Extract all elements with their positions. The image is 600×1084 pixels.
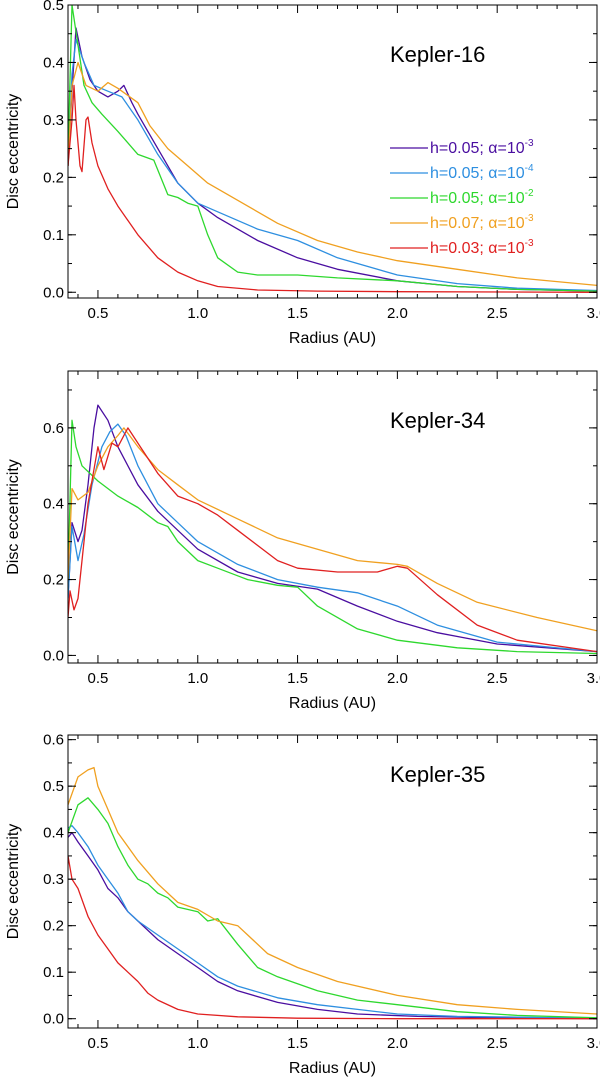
legend-text: h=0.03; α=10 xyxy=(430,240,525,257)
series-lines xyxy=(68,404,597,655)
y-tick-label: 0.4 xyxy=(43,496,64,513)
series-line-h005_a1e-2 xyxy=(68,419,597,655)
chart-panel-1: 0.5 1.0 1.5 2.0 2.5 3.0 0.0 0.1 0.2 0.3 0.4 0.5 Radi… xyxy=(5,0,600,347)
y-axis-label: Disc eccentricity xyxy=(5,824,22,940)
x-tick-label: 2.0 xyxy=(387,305,408,322)
y-tick-label: 0.5 xyxy=(43,778,64,795)
y-tick-label: 0.2 xyxy=(43,918,64,935)
y-tick-label: 0.1 xyxy=(43,964,64,981)
legend-label-h005_a1e-4: h=0.05; α=10-4 xyxy=(430,163,534,182)
legend-label-h005_a1e-2: h=0.05; α=10-2 xyxy=(430,188,534,207)
legend-text: h=0.05; α=10 xyxy=(430,165,525,182)
series-line-h003_a1e-3 xyxy=(68,427,597,653)
chart-panel-2: 0.5 1.0 1.5 2.0 2.5 3.0 0.0 0.2 0.4 0.6 Radius (AU… xyxy=(5,370,600,712)
series-lines xyxy=(68,5,597,293)
y-tick-label: 0.0 xyxy=(43,284,64,301)
x-tick-label: 1.0 xyxy=(187,1035,208,1052)
series-line-h005_a1e-3 xyxy=(68,404,597,653)
legend-exponent: -2 xyxy=(525,188,534,199)
series-line-h007_a1e-3 xyxy=(68,61,597,287)
legend-label-h007_a1e-3: h=0.07; α=10-3 xyxy=(430,213,534,232)
plot-frame xyxy=(67,370,598,664)
x-tick-label: 2.5 xyxy=(487,670,508,687)
x-tick-label: 3.0 xyxy=(587,305,600,322)
series-line-h005_a1e-2 xyxy=(68,5,597,292)
plot-frame xyxy=(67,734,598,1029)
legend: h=0.05; α=10-3h=0.05; α=10-4h=0.05; α=10… xyxy=(390,138,534,257)
series-line-h005_a1e-4 xyxy=(68,38,597,292)
x-tick-label: 2.0 xyxy=(387,1035,408,1052)
series-line-h007_a1e-3 xyxy=(68,766,597,1015)
y-tick-label: 0.3 xyxy=(43,871,64,888)
series-line-h005_a1e-2 xyxy=(68,797,597,1019)
x-tick-label: 3.0 xyxy=(587,670,600,687)
y-tick-label: 0.6 xyxy=(43,732,64,749)
legend-text: h=0.07; α=10 xyxy=(430,215,525,232)
series-line-h005_a1e-3 xyxy=(68,832,597,1020)
x-tick-label: 1.5 xyxy=(287,1035,308,1052)
legend-label-h005_a1e-3: h=0.05; α=10-3 xyxy=(430,138,534,157)
y-tick-label: 0.1 xyxy=(43,227,64,244)
x-tick-label: 0.5 xyxy=(88,670,109,687)
plot-frame xyxy=(67,4,598,299)
x-tick-label: 0.5 xyxy=(88,305,109,322)
x-tick-label: 2.5 xyxy=(487,1035,508,1052)
y-tick-label: 0.0 xyxy=(43,647,64,664)
chart-panels: 0.5 1.0 1.5 2.0 2.5 3.0 0.0 0.1 0.2 0.3 0.4 0.5 Radi… xyxy=(5,0,600,1077)
y-axis-label: Disc eccentricity xyxy=(5,459,22,575)
series-line-h007_a1e-3 xyxy=(68,427,597,632)
x-tick-label: 0.5 xyxy=(88,1035,109,1052)
y-tick-label: 0.4 xyxy=(43,825,64,842)
y-tick-label: 0.6 xyxy=(43,420,64,437)
legend-label-h003_a1e-3: h=0.03; α=10-3 xyxy=(430,238,534,257)
legend-exponent: -3 xyxy=(525,213,534,224)
x-tick-label: 1.5 xyxy=(287,305,308,322)
y-tick-label: 0.4 xyxy=(43,54,64,71)
legend-text: h=0.05; α=10 xyxy=(430,190,525,207)
legend-exponent: -4 xyxy=(525,163,534,174)
x-axis-label: Radius (AU) xyxy=(289,695,376,712)
x-tick-label: 1.0 xyxy=(187,670,208,687)
series-lines xyxy=(68,766,597,1020)
legend-exponent: -3 xyxy=(525,138,534,149)
legend-exponent: -3 xyxy=(525,238,534,249)
legend-text: h=0.05; α=10 xyxy=(430,140,525,157)
y-tick-label: 0.5 xyxy=(43,0,64,14)
panel-title: Kepler-35 xyxy=(390,762,485,787)
series-line-h005_a1e-4 xyxy=(68,825,597,1019)
series-line-h003_a1e-3 xyxy=(68,855,597,1020)
panel-title: Kepler-16 xyxy=(390,42,485,67)
x-tick-label: 1.0 xyxy=(187,305,208,322)
panel-title: Kepler-34 xyxy=(390,408,485,433)
x-tick-label: 1.5 xyxy=(287,670,308,687)
y-tick-label: 0.2 xyxy=(43,169,64,186)
y-axis-label: Disc eccentricity xyxy=(5,94,22,210)
y-tick-label: 0.0 xyxy=(43,1011,64,1028)
y-tick-label: 0.2 xyxy=(43,572,64,589)
x-tick-label: 2.5 xyxy=(487,305,508,322)
x-tick-label: 2.0 xyxy=(387,670,408,687)
series-line-h003_a1e-3 xyxy=(68,84,597,293)
x-tick-label: 3.0 xyxy=(587,1035,600,1052)
y-tick-label: 0.3 xyxy=(43,112,64,129)
x-axis-label: Radius (AU) xyxy=(289,330,376,347)
chart-panel-3: 0.5 1.0 1.5 2.0 2.5 3.0 0.0 0.1 0.2 0.3 0.4 0.5 0.6 R… xyxy=(5,732,600,1077)
x-axis-label: Radius (AU) xyxy=(289,1060,376,1077)
